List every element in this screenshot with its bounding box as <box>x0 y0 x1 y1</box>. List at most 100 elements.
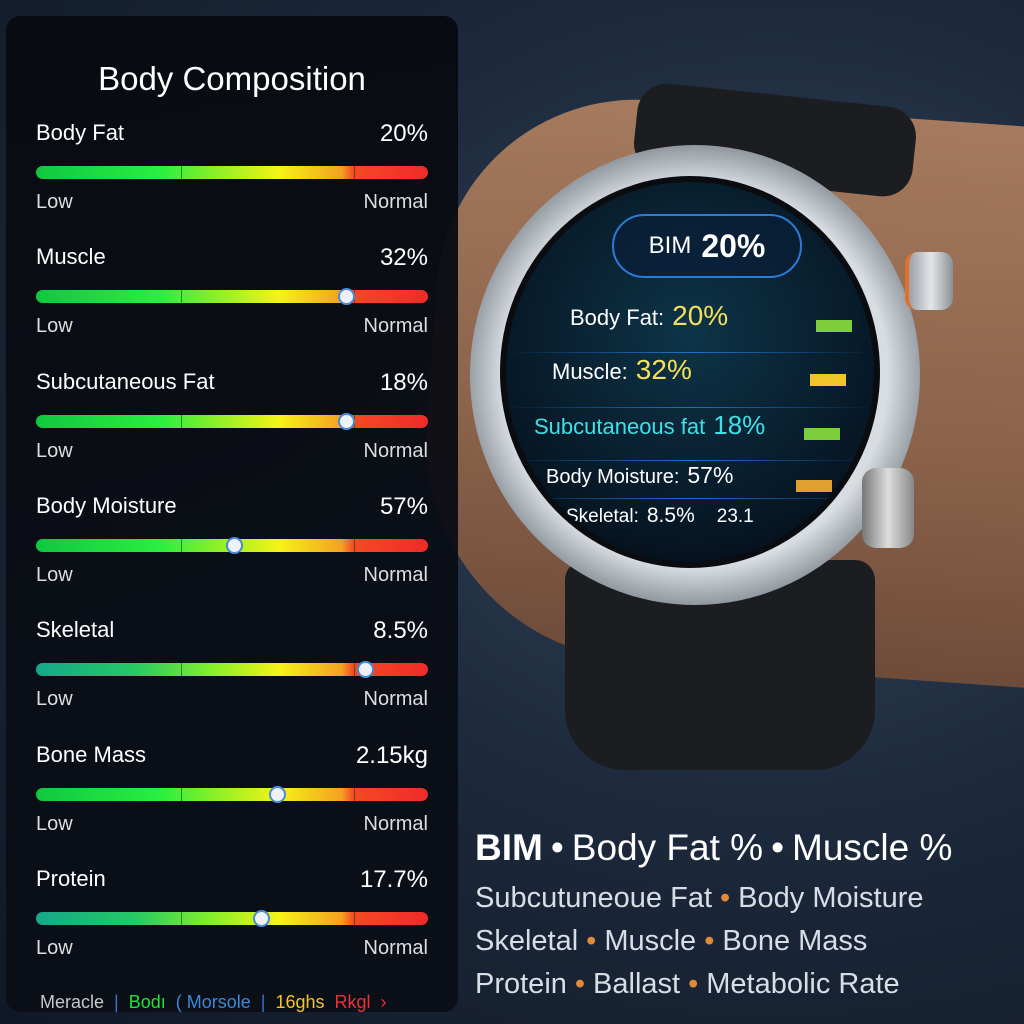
metric-value: 32% <box>379 244 428 272</box>
watch-side-button[interactable] <box>862 468 914 548</box>
range-low-label: Low <box>36 688 73 711</box>
watch-status-tag <box>810 374 846 386</box>
watch-status-tag <box>804 428 840 440</box>
divider <box>506 352 874 353</box>
metric-bone-mass: Bone Mass 2.15kg Low Normal <box>36 742 428 836</box>
panel-title: Body Composition <box>98 60 366 97</box>
bim-value: 20% <box>701 227 766 264</box>
watch-row-label: Body Moisture: <box>546 466 680 488</box>
divider <box>506 498 874 499</box>
range-high-label: Normal <box>363 191 428 213</box>
metric-label: Body Moisture <box>36 492 177 518</box>
metric-value: 17.7% <box>359 865 428 893</box>
feature-item: BIM <box>475 827 543 868</box>
watch-row-value: 57% <box>687 462 734 488</box>
metric-label: Skeletal <box>36 617 115 643</box>
watch-row-label: Subcutaneous fat <box>534 414 706 439</box>
feature-item: Subcutuneoue Fat <box>475 882 713 914</box>
watch-crown[interactable] <box>905 252 953 310</box>
metric-value: 8.5% <box>373 617 428 645</box>
range-low-label: Low <box>36 812 73 835</box>
bim-pill: BIM 20% <box>612 214 802 278</box>
range-high-label: Normal <box>363 563 428 586</box>
range-low-label: Low <box>36 936 73 959</box>
watch-row-body-fat: Body Fat: 20% <box>570 300 728 332</box>
legend-item: › <box>380 992 387 1012</box>
metric-range-bar <box>36 661 428 679</box>
metric-body-moisture: Body Moisture 57% Low Normal <box>36 493 428 587</box>
range-high-label: Normal <box>363 936 428 959</box>
range-low-label: Low <box>36 439 73 462</box>
metric-body-fat: Body Fat 20% Low Normal <box>36 120 428 214</box>
metric-value: 2.15kg <box>355 741 428 769</box>
metric-value: 57% <box>379 492 428 520</box>
watch-row-label: Muscle: <box>552 359 628 384</box>
watch-row-value: 8.5% <box>646 504 695 527</box>
range-low-label: Low <box>36 315 73 338</box>
metric-range-bar <box>36 536 428 554</box>
feature-item: Ballast <box>593 968 681 1000</box>
metric-range-bar <box>36 909 428 927</box>
metric-label: Body Fat <box>36 120 125 145</box>
feature-item: Muscle % <box>792 827 953 868</box>
range-high-label: Normal <box>363 812 428 835</box>
legend-item: | <box>114 992 119 1012</box>
metric-value: 18% <box>379 368 428 396</box>
metric-label: Bone Mass <box>36 741 147 767</box>
metric-slider-knob <box>337 288 355 306</box>
feature-item: Skeletal <box>475 925 579 957</box>
watch-row-label: Body Fat: <box>570 305 665 330</box>
feature-item: Muscle <box>604 925 697 957</box>
feature-item: Body Moisture <box>738 882 924 914</box>
range-high-label: Normal <box>363 688 428 711</box>
legend-item: ( Morsole <box>175 992 251 1012</box>
bim-label: BIM <box>648 232 692 259</box>
range-low-label: Low <box>36 563 73 586</box>
metric-muscle: Muscle 32% Low Normal <box>36 244 428 338</box>
metric-label: Subcutaneous Fat <box>36 368 215 394</box>
metric-range-bar <box>36 412 428 430</box>
metric-range-bar <box>36 166 428 179</box>
metric-label: Protein <box>36 865 106 891</box>
divider <box>506 407 874 408</box>
watch-row-skeletal: Skeletal: 8.5% 23.1 <box>566 504 754 528</box>
panel-legend: Meracle | Bodı ( Morsole | 16ghs Rkgl › <box>40 992 387 1013</box>
range-low-label: Low <box>36 191 73 213</box>
feature-item: Metabolic Rate <box>706 968 900 1000</box>
legend-item: 16ghs <box>275 992 325 1012</box>
legend-item: | <box>260 992 266 1012</box>
legend-item: Bodı <box>128 992 166 1012</box>
metric-range-bar <box>36 288 428 306</box>
watch-row-value: 20% <box>672 300 729 331</box>
range-high-label: Normal <box>363 315 428 338</box>
metric-protein: Protein 17.7% Low Normal <box>36 866 428 960</box>
legend-item: Rkgl <box>334 992 371 1012</box>
feature-list: BIM • Body Fat % • Muscle % Subcutuneoue Fat… <box>475 827 953 1000</box>
watch-screen: BIM 20% Body Fat: 20% Muscle: 32% Subcutan… <box>500 176 880 568</box>
metric-slider-knob <box>337 412 355 430</box>
metric-slider-knob <box>253 909 271 927</box>
feature-item: Body Fat % <box>571 827 764 868</box>
watch-row-subcutaneous: Subcutaneous fat 18% <box>534 410 765 441</box>
metric-skeletal: Skeletal 8.5% Low Normal <box>36 617 428 711</box>
metric-slider-knob <box>269 785 287 803</box>
metric-label: Muscle <box>36 244 106 270</box>
watch-row-moisture: Body Moisture: 57% <box>546 462 733 489</box>
watch-row-value: 18% <box>713 410 766 440</box>
watch-status-tag <box>816 320 852 332</box>
watch-row-label: Skeletal: <box>566 506 639 527</box>
divider <box>506 460 874 461</box>
metric-subcutaneous-fat: Subcutaneous Fat 18% Low Normal <box>36 369 428 463</box>
watch-row-extra: 23.1 <box>716 506 754 527</box>
metric-slider-knob <box>357 661 375 679</box>
feature-item: Protein <box>475 968 567 1000</box>
range-high-label: Normal <box>363 439 428 462</box>
legend-item: Meracle <box>40 992 105 1012</box>
watch-row-value: 32% <box>635 354 692 385</box>
metric-slider-knob <box>225 536 243 554</box>
watch-status-tag <box>796 480 832 492</box>
metric-range-bar <box>36 785 428 803</box>
feature-item: Bone Mass <box>722 925 868 957</box>
metric-value: 20% <box>379 120 428 147</box>
body-composition-panel: Body Composition Body Fat 20% Low Normal Mu… <box>6 16 458 1012</box>
